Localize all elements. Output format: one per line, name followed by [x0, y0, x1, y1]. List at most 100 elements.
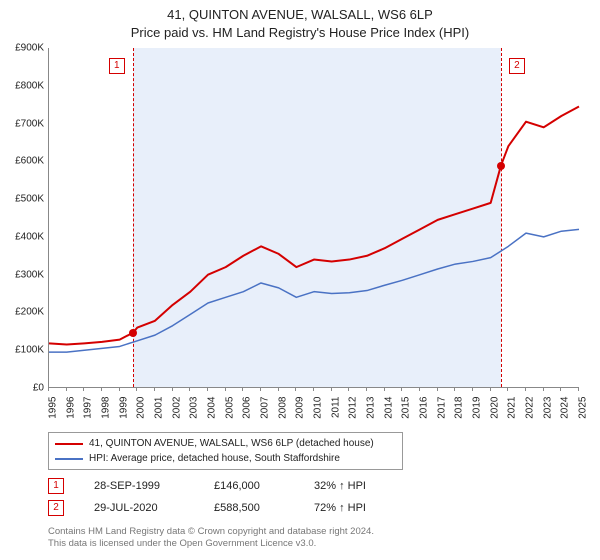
- sale-price-2: £588,500: [214, 502, 314, 514]
- sale-price-1: £146,000: [214, 480, 314, 492]
- xtick-label: 1997: [83, 397, 94, 419]
- xtick-label: 2015: [401, 397, 412, 419]
- legend-label-2: HPI: Average price, detached house, Sout…: [89, 451, 340, 466]
- ytick-label: £100K: [15, 345, 44, 356]
- xtick: [172, 387, 173, 391]
- chart-title: 41, QUINTON AVENUE, WALSALL, WS6 6LP Pri…: [0, 0, 600, 41]
- footer-line2: This data is licensed under the Open Gov…: [48, 538, 316, 549]
- chart-area: 1 2 £0£100K£200K£300K£400K£500K£600K£700…: [48, 48, 578, 388]
- xtick: [154, 387, 155, 391]
- legend-label-1: 41, QUINTON AVENUE, WALSALL, WS6 6LP (de…: [89, 436, 374, 451]
- xtick-label: 2023: [542, 397, 553, 419]
- xtick-label: 2005: [224, 397, 235, 419]
- xtick: [437, 387, 438, 391]
- xtick: [543, 387, 544, 391]
- xtick-label: 2009: [295, 397, 306, 419]
- xtick: [384, 387, 385, 391]
- legend: 41, QUINTON AVENUE, WALSALL, WS6 6LP (de…: [48, 432, 403, 470]
- xtick: [207, 387, 208, 391]
- xtick-label: 2001: [154, 397, 165, 419]
- sale-badge-1: 1: [48, 478, 64, 494]
- xtick-label: 2004: [207, 397, 218, 419]
- xtick: [454, 387, 455, 391]
- legend-item-1: 41, QUINTON AVENUE, WALSALL, WS6 6LP (de…: [55, 436, 396, 451]
- ytick-label: £800K: [15, 80, 44, 91]
- xtick: [490, 387, 491, 391]
- xtick-label: 2000: [136, 397, 147, 419]
- xtick-label: 2012: [348, 397, 359, 419]
- ytick-label: £400K: [15, 231, 44, 242]
- sale-date-2: 29-JUL-2020: [94, 502, 214, 514]
- xtick-label: 2020: [489, 397, 500, 419]
- xtick-label: 2003: [189, 397, 200, 419]
- xtick-label: 2024: [560, 397, 571, 419]
- event-label-1: 1: [109, 58, 125, 74]
- xtick-label: 1998: [101, 397, 112, 419]
- xtick-label: 2006: [242, 397, 253, 419]
- title-line2: Price paid vs. HM Land Registry's House …: [131, 25, 469, 40]
- sale-hpi-2: 72% ↑ HPI: [314, 502, 414, 514]
- xtick-label: 2013: [366, 397, 377, 419]
- event-label-2: 2: [509, 58, 525, 74]
- xtick: [507, 387, 508, 391]
- xtick-label: 2019: [472, 397, 483, 419]
- legend-item-2: HPI: Average price, detached house, Sout…: [55, 451, 396, 466]
- xtick: [48, 387, 49, 391]
- marker-1: [129, 329, 137, 337]
- xtick-label: 2011: [330, 397, 341, 419]
- xtick: [366, 387, 367, 391]
- xtick-label: 1996: [65, 397, 76, 419]
- series-price_paid: [49, 107, 579, 345]
- xtick: [472, 387, 473, 391]
- xtick-label: 2007: [260, 397, 271, 419]
- xtick-label: 1995: [48, 397, 59, 419]
- xtick-label: 2025: [578, 397, 589, 419]
- xtick: [242, 387, 243, 391]
- xtick-label: 1999: [118, 397, 129, 419]
- xtick: [348, 387, 349, 391]
- xtick-label: 2018: [454, 397, 465, 419]
- xtick-label: 2010: [313, 397, 324, 419]
- xtick-label: 2016: [419, 397, 430, 419]
- xtick: [119, 387, 120, 391]
- ytick-label: £500K: [15, 194, 44, 205]
- xtick-label: 2021: [507, 397, 518, 419]
- xtick: [578, 387, 579, 391]
- footer: Contains HM Land Registry data © Crown c…: [48, 526, 374, 551]
- xtick: [313, 387, 314, 391]
- xtick: [101, 387, 102, 391]
- title-line1: 41, QUINTON AVENUE, WALSALL, WS6 6LP: [167, 7, 433, 22]
- xtick: [525, 387, 526, 391]
- xtick: [83, 387, 84, 391]
- plot-box: 1 2: [48, 48, 578, 388]
- xtick: [260, 387, 261, 391]
- xtick: [225, 387, 226, 391]
- chart-container: 41, QUINTON AVENUE, WALSALL, WS6 6LP Pri…: [0, 0, 600, 560]
- ytick-label: £200K: [15, 307, 44, 318]
- xtick-label: 2022: [525, 397, 536, 419]
- xtick-label: 2008: [277, 397, 288, 419]
- xtick-label: 2017: [436, 397, 447, 419]
- xtick: [66, 387, 67, 391]
- xtick: [331, 387, 332, 391]
- xtick-label: 2002: [171, 397, 182, 419]
- sale-row-1: 1 28-SEP-1999 £146,000 32% ↑ HPI: [48, 478, 414, 494]
- xtick-label: 2014: [383, 397, 394, 419]
- line-series: [49, 48, 579, 388]
- xtick: [136, 387, 137, 391]
- ytick-label: £700K: [15, 118, 44, 129]
- xtick: [295, 387, 296, 391]
- marker-2: [497, 162, 505, 170]
- xtick: [419, 387, 420, 391]
- sale-badge-2: 2: [48, 500, 64, 516]
- sale-date-1: 28-SEP-1999: [94, 480, 214, 492]
- xtick: [278, 387, 279, 391]
- footer-line1: Contains HM Land Registry data © Crown c…: [48, 526, 374, 537]
- ytick-label: £900K: [15, 43, 44, 54]
- ytick-label: £300K: [15, 269, 44, 280]
- sale-row-2: 2 29-JUL-2020 £588,500 72% ↑ HPI: [48, 500, 414, 516]
- ytick-label: £0: [33, 383, 44, 394]
- legend-swatch-2: [55, 458, 83, 460]
- xtick: [560, 387, 561, 391]
- sale-hpi-1: 32% ↑ HPI: [314, 480, 414, 492]
